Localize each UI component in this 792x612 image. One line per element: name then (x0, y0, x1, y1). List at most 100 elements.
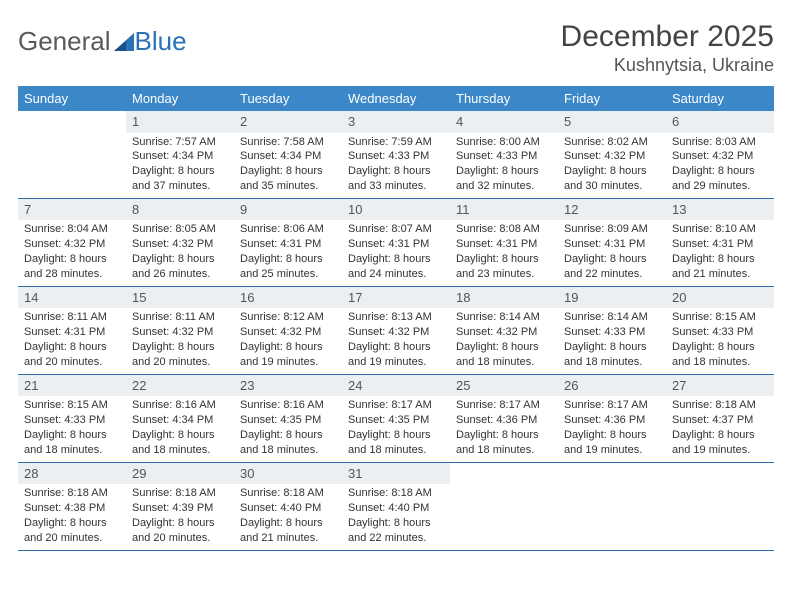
daylight-text: Daylight: 8 hours and 20 minutes. (132, 340, 228, 370)
sunset-text: Sunset: 4:32 PM (240, 325, 336, 340)
sunrise-text: Sunrise: 8:12 AM (240, 310, 336, 325)
day-number: 14 (18, 287, 126, 309)
sunset-text: Sunset: 4:33 PM (564, 325, 660, 340)
calendar-day-cell: 11Sunrise: 8:08 AMSunset: 4:31 PMDayligh… (450, 198, 558, 286)
day-details: Sunrise: 8:12 AMSunset: 4:32 PMDaylight:… (234, 308, 342, 373)
calendar-day-cell: 19Sunrise: 8:14 AMSunset: 4:33 PMDayligh… (558, 286, 666, 374)
daylight-text: Daylight: 8 hours and 18 minutes. (132, 428, 228, 458)
day-number-bar (18, 111, 126, 133)
day-number: 13 (666, 199, 774, 221)
sunrise-text: Sunrise: 8:15 AM (24, 398, 120, 413)
sunrise-text: Sunrise: 8:15 AM (672, 310, 768, 325)
sunset-text: Sunset: 4:32 PM (672, 149, 768, 164)
day-details: Sunrise: 8:08 AMSunset: 4:31 PMDaylight:… (450, 220, 558, 285)
logo-sail-icon (113, 32, 135, 52)
day-number: 21 (18, 375, 126, 397)
sunset-text: Sunset: 4:33 PM (348, 149, 444, 164)
sunrise-text: Sunrise: 7:59 AM (348, 135, 444, 150)
sunrise-text: Sunrise: 8:18 AM (132, 486, 228, 501)
daylight-text: Daylight: 8 hours and 28 minutes. (24, 252, 120, 282)
day-details: Sunrise: 8:13 AMSunset: 4:32 PMDaylight:… (342, 308, 450, 373)
logo: General Blue (18, 26, 187, 57)
day-number: 27 (666, 375, 774, 397)
calendar-day-cell: 20Sunrise: 8:15 AMSunset: 4:33 PMDayligh… (666, 286, 774, 374)
weekday-header: Friday (558, 86, 666, 111)
calendar-day-cell: 30Sunrise: 8:18 AMSunset: 4:40 PMDayligh… (234, 462, 342, 550)
sunrise-text: Sunrise: 8:18 AM (24, 486, 120, 501)
sunset-text: Sunset: 4:31 PM (348, 237, 444, 252)
day-details: Sunrise: 8:14 AMSunset: 4:32 PMDaylight:… (450, 308, 558, 373)
logo-text-general: General (18, 26, 111, 57)
sunrise-text: Sunrise: 8:13 AM (348, 310, 444, 325)
day-number: 30 (234, 463, 342, 485)
sunrise-text: Sunrise: 8:06 AM (240, 222, 336, 237)
sunrise-text: Sunrise: 8:17 AM (456, 398, 552, 413)
day-number: 28 (18, 463, 126, 485)
title-block: December 2025 Kushnytsia, Ukraine (561, 20, 774, 76)
sunrise-text: Sunrise: 8:04 AM (24, 222, 120, 237)
calendar-day-cell: 1Sunrise: 7:57 AMSunset: 4:34 PMDaylight… (126, 111, 234, 198)
sunset-text: Sunset: 4:34 PM (132, 413, 228, 428)
sunset-text: Sunset: 4:35 PM (240, 413, 336, 428)
sunrise-text: Sunrise: 8:09 AM (564, 222, 660, 237)
day-details: Sunrise: 8:07 AMSunset: 4:31 PMDaylight:… (342, 220, 450, 285)
calendar-week-row: 28Sunrise: 8:18 AMSunset: 4:38 PMDayligh… (18, 462, 774, 550)
calendar-day-cell: 23Sunrise: 8:16 AMSunset: 4:35 PMDayligh… (234, 374, 342, 462)
weekday-header: Wednesday (342, 86, 450, 111)
sunset-text: Sunset: 4:31 PM (672, 237, 768, 252)
calendar-day-cell: 6Sunrise: 8:03 AMSunset: 4:32 PMDaylight… (666, 111, 774, 198)
day-details: Sunrise: 8:15 AMSunset: 4:33 PMDaylight:… (18, 396, 126, 461)
daylight-text: Daylight: 8 hours and 37 minutes. (132, 164, 228, 194)
day-number-bar (666, 463, 774, 485)
calendar-day-cell: 22Sunrise: 8:16 AMSunset: 4:34 PMDayligh… (126, 374, 234, 462)
day-details: Sunrise: 8:18 AMSunset: 4:38 PMDaylight:… (18, 484, 126, 549)
daylight-text: Daylight: 8 hours and 29 minutes. (672, 164, 768, 194)
calendar-day-cell: 15Sunrise: 8:11 AMSunset: 4:32 PMDayligh… (126, 286, 234, 374)
calendar-day-cell: 25Sunrise: 8:17 AMSunset: 4:36 PMDayligh… (450, 374, 558, 462)
calendar-day-cell: 8Sunrise: 8:05 AMSunset: 4:32 PMDaylight… (126, 198, 234, 286)
daylight-text: Daylight: 8 hours and 18 minutes. (456, 428, 552, 458)
page-title: December 2025 (561, 20, 774, 53)
sunset-text: Sunset: 4:40 PM (240, 501, 336, 516)
daylight-text: Daylight: 8 hours and 35 minutes. (240, 164, 336, 194)
calendar-table: SundayMondayTuesdayWednesdayThursdayFrid… (18, 86, 774, 551)
calendar-day-cell: 24Sunrise: 8:17 AMSunset: 4:35 PMDayligh… (342, 374, 450, 462)
day-details: Sunrise: 8:16 AMSunset: 4:34 PMDaylight:… (126, 396, 234, 461)
calendar-day-cell (666, 462, 774, 550)
sunrise-text: Sunrise: 8:08 AM (456, 222, 552, 237)
day-details: Sunrise: 8:18 AMSunset: 4:37 PMDaylight:… (666, 396, 774, 461)
sunset-text: Sunset: 4:40 PM (348, 501, 444, 516)
day-number: 22 (126, 375, 234, 397)
day-number: 15 (126, 287, 234, 309)
sunrise-text: Sunrise: 8:16 AM (240, 398, 336, 413)
day-details: Sunrise: 8:04 AMSunset: 4:32 PMDaylight:… (18, 220, 126, 285)
day-details: Sunrise: 8:00 AMSunset: 4:33 PMDaylight:… (450, 133, 558, 198)
daylight-text: Daylight: 8 hours and 18 minutes. (240, 428, 336, 458)
logo-text-blue: Blue (135, 26, 187, 57)
calendar-day-cell (558, 462, 666, 550)
day-number-bar (450, 463, 558, 485)
calendar-day-cell: 26Sunrise: 8:17 AMSunset: 4:36 PMDayligh… (558, 374, 666, 462)
sunrise-text: Sunrise: 8:07 AM (348, 222, 444, 237)
sunrise-text: Sunrise: 8:03 AM (672, 135, 768, 150)
daylight-text: Daylight: 8 hours and 19 minutes. (672, 428, 768, 458)
daylight-text: Daylight: 8 hours and 19 minutes. (240, 340, 336, 370)
day-details: Sunrise: 8:16 AMSunset: 4:35 PMDaylight:… (234, 396, 342, 461)
day-number: 3 (342, 111, 450, 133)
day-number: 19 (558, 287, 666, 309)
day-details: Sunrise: 8:10 AMSunset: 4:31 PMDaylight:… (666, 220, 774, 285)
sunrise-text: Sunrise: 8:14 AM (456, 310, 552, 325)
daylight-text: Daylight: 8 hours and 18 minutes. (348, 428, 444, 458)
sunset-text: Sunset: 4:31 PM (240, 237, 336, 252)
sunrise-text: Sunrise: 8:17 AM (348, 398, 444, 413)
day-number: 4 (450, 111, 558, 133)
sunset-text: Sunset: 4:34 PM (132, 149, 228, 164)
day-number: 23 (234, 375, 342, 397)
daylight-text: Daylight: 8 hours and 18 minutes. (456, 340, 552, 370)
daylight-text: Daylight: 8 hours and 33 minutes. (348, 164, 444, 194)
daylight-text: Daylight: 8 hours and 26 minutes. (132, 252, 228, 282)
calendar-day-cell (18, 111, 126, 198)
daylight-text: Daylight: 8 hours and 32 minutes. (456, 164, 552, 194)
sunset-text: Sunset: 4:39 PM (132, 501, 228, 516)
daylight-text: Daylight: 8 hours and 25 minutes. (240, 252, 336, 282)
